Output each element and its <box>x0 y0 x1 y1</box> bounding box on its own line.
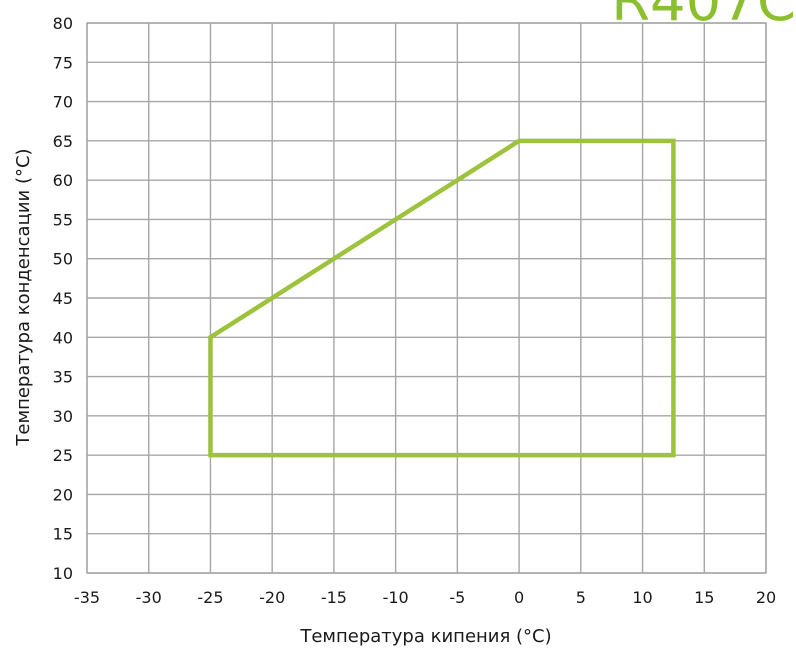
x-tick-label: -25 <box>197 588 223 607</box>
x-tick-label: 5 <box>576 588 586 607</box>
x-tick-label: -15 <box>321 588 347 607</box>
y-tick-labels: 10 15 20 25 30 35 40 45 50 55 60 65 70 75 80 <box>53 14 73 583</box>
y-tick-label: 70 <box>53 93 73 112</box>
y-axis-title: Температура конденсации (°C) <box>13 148 34 446</box>
y-tick-label: 40 <box>53 328 73 347</box>
x-tick-label: 20 <box>756 588 776 607</box>
x-tick-labels: -35 -30 -25 -20 -15 -10 -5 0 5 10 15 20 <box>74 588 776 607</box>
y-tick-label: 35 <box>53 368 73 387</box>
x-tick-label: -20 <box>259 588 285 607</box>
y-tick-label: 10 <box>53 564 73 583</box>
x-axis-title: Температура кипения (°C) <box>299 626 551 647</box>
x-tick-label: -35 <box>74 588 100 607</box>
x-tick-label: -10 <box>383 588 409 607</box>
plot-frame <box>86 22 767 574</box>
grid <box>86 22 767 574</box>
y-tick-label: 65 <box>53 132 73 151</box>
y-tick-label: 25 <box>53 446 73 465</box>
x-tick-label: -30 <box>136 588 162 607</box>
y-tick-label: 30 <box>53 407 73 426</box>
y-tick-label: 60 <box>53 171 73 190</box>
chart-title: R407C <box>611 0 796 34</box>
y-tick-label: 50 <box>53 250 73 269</box>
envelope-line <box>208 138 676 458</box>
y-tick-label: 20 <box>53 485 73 504</box>
y-tick-label: 15 <box>53 525 73 544</box>
x-tick-label: 0 <box>514 588 524 607</box>
x-tick-label: -5 <box>449 588 465 607</box>
y-tick-label: 80 <box>53 14 73 33</box>
y-tick-label: 55 <box>53 210 73 229</box>
x-tick-label: 15 <box>694 588 714 607</box>
y-tick-label: 75 <box>53 53 73 72</box>
x-tick-label: 10 <box>632 588 652 607</box>
y-tick-label: 45 <box>53 289 73 308</box>
series-layer <box>208 138 676 458</box>
